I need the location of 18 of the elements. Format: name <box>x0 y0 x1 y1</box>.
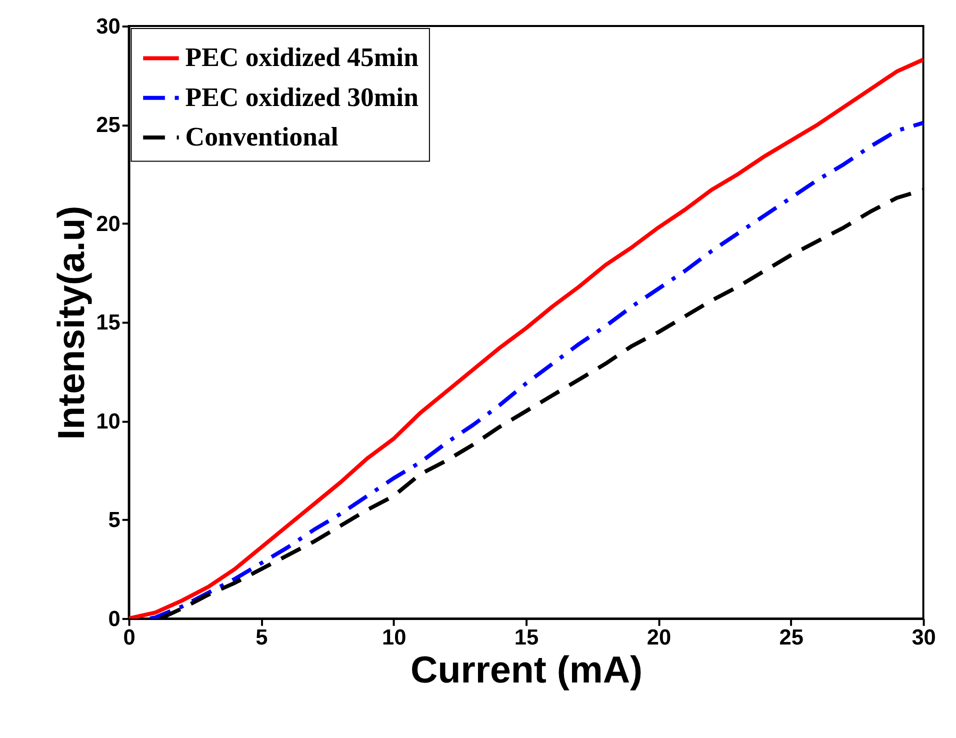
y-tick-label: 25 <box>96 112 120 138</box>
y-tick-label: 5 <box>108 507 120 532</box>
x-tick-label: 5 <box>256 624 268 650</box>
x-tick-label: 15 <box>514 624 539 650</box>
x-tick-label: 20 <box>646 624 672 650</box>
x-tick-label: 10 <box>382 624 406 650</box>
y-tick-label: 15 <box>96 310 120 335</box>
legend-label: PEC oxidized 30min <box>185 82 419 112</box>
x-axis-title: Current (mA) <box>410 648 643 690</box>
y-tick-label: 20 <box>96 210 120 236</box>
y-axis-title: Intensity(a.u) <box>50 206 92 440</box>
y-tick-label: 0 <box>108 606 120 631</box>
x-tick-label: 30 <box>912 624 936 650</box>
y-tick-label: 10 <box>96 408 120 434</box>
y-tick-label: 30 <box>96 13 120 38</box>
x-tick-label: 25 <box>779 624 804 650</box>
legend-label: Conventional <box>185 121 338 152</box>
legend-label: PEC oxidized 45min <box>185 42 419 72</box>
